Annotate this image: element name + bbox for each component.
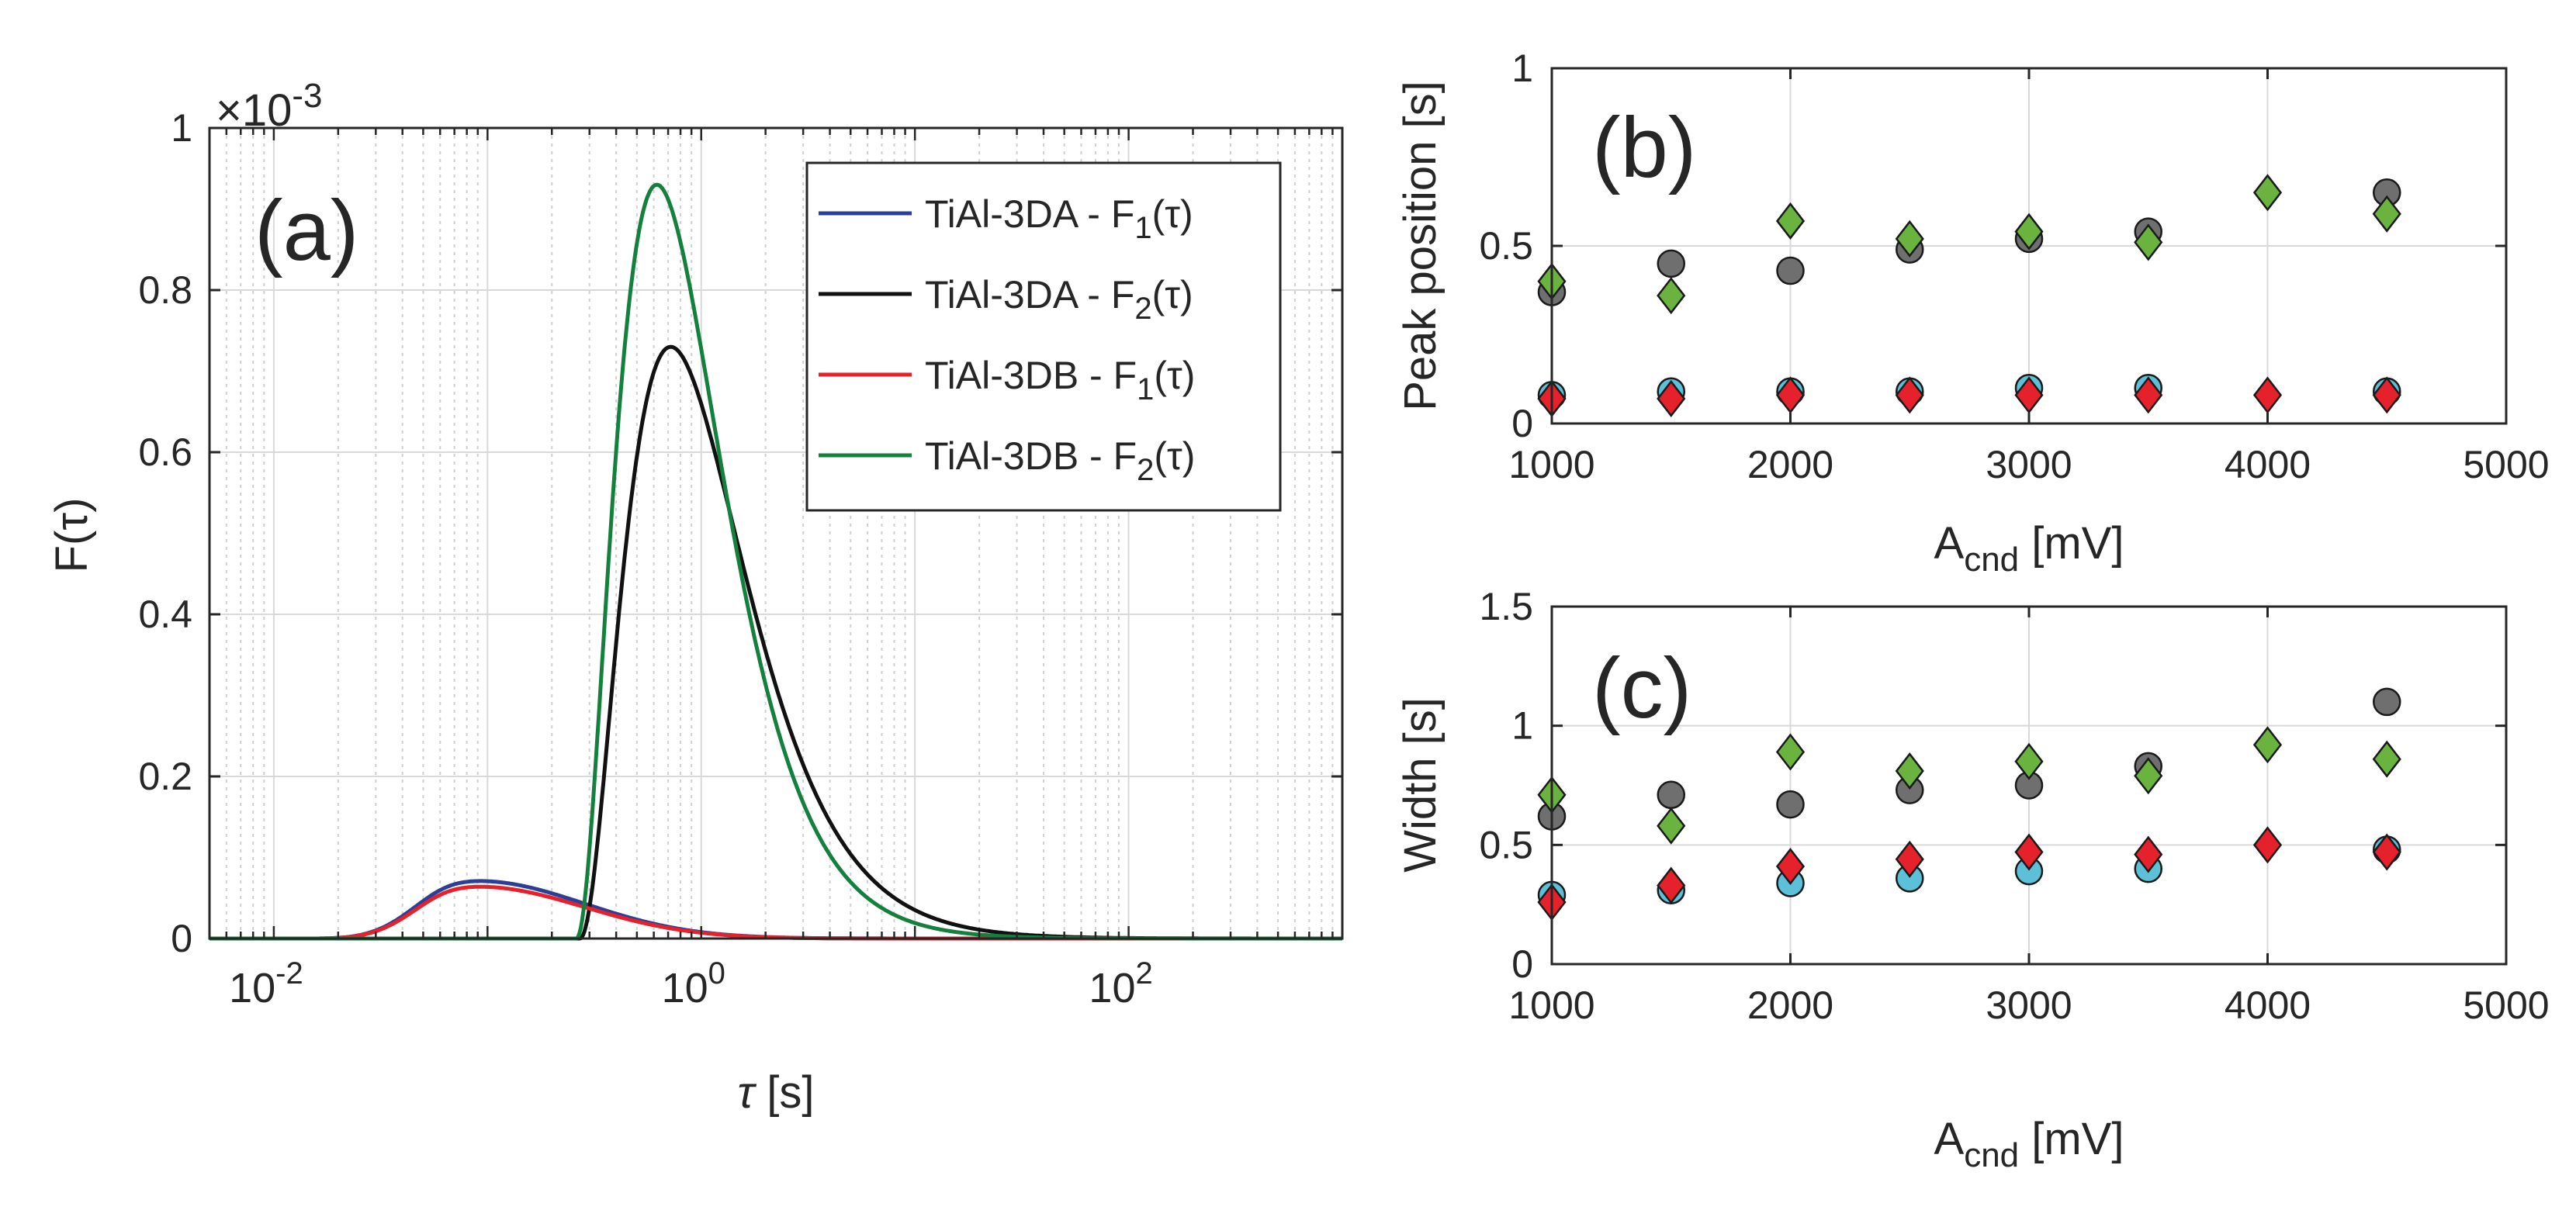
data-point-diamond [1657, 277, 1686, 315]
data-point-diamond [1775, 376, 1806, 414]
x-tick-label: 2000 [1747, 984, 1833, 1027]
data-point-diamond [2014, 213, 2044, 251]
data-point-circle [1657, 780, 1685, 810]
legend-entry: TiAl-3DA - F2(τ) [925, 273, 1193, 326]
data-point-circle [1776, 790, 1805, 819]
panel-b-chart: 1000 2000 3000 4000 5000 0 0.5 1 (b) Peak posit… [1395, 47, 2550, 579]
x-tick-label: 10-2 [229, 956, 303, 1011]
data-point-diamond [1657, 807, 1686, 845]
data-point-diamond [2014, 376, 2044, 414]
panel-c-chart: 1000 2000 3000 4000 5000 0 0.5 1 1.5 (c) Width [… [1395, 585, 2550, 1174]
x-tick-label: 4000 [2225, 443, 2311, 486]
panel-a-exponent: ×10-3 [216, 77, 323, 136]
data-point-diamond [2134, 835, 2163, 873]
data-point-diamond [2372, 195, 2401, 233]
data-point-diamond [1895, 220, 1924, 258]
y-tick-label: 1 [1511, 704, 1533, 748]
data-point-diamond [2134, 223, 2163, 261]
x-tick-label: 5000 [2463, 984, 2549, 1027]
x-tick-label: 5000 [2463, 443, 2549, 486]
legend-entry: TiAl-3DA - F1(τ) [925, 192, 1193, 245]
panel-c-xlabel: Acnd [mV] [1934, 1114, 2124, 1174]
panel-a-legend: TiAl-3DA - F1(τ) TiAl-3DA - F2(τ) TiAl-3DB… [805, 161, 1282, 512]
panel-c-label: (c) [1592, 641, 1691, 736]
data-point-diamond [2252, 174, 2283, 212]
panel-a-ylabel: F(τ) [47, 498, 97, 573]
data-point-diamond [1657, 866, 1686, 904]
y-tick-label: 0.8 [138, 268, 192, 312]
x-tick-label: 1000 [1508, 443, 1594, 486]
y-tick-label: 0 [171, 917, 192, 960]
data-point-circle [2373, 687, 2401, 717]
panel-a-xlabel: τ [s] [738, 1067, 815, 1118]
data-point-diamond [1895, 376, 1924, 414]
y-tick-label: 0.4 [138, 593, 192, 636]
x-tick-label: 2000 [1747, 443, 1833, 486]
data-point-diamond [2372, 740, 2401, 778]
data-point-diamond [1775, 733, 1806, 771]
y-tick-label: 1 [1511, 47, 1533, 90]
x-tick-label: 4000 [2225, 984, 2311, 1027]
data-point-diamond [2252, 726, 2283, 764]
x-tick-label: 102 [1089, 956, 1152, 1011]
panel-b-xlabel: Acnd [mV] [1934, 518, 2124, 579]
data-point-diamond [1895, 752, 1924, 790]
x-tick-label: 3000 [1986, 984, 2072, 1027]
data-point-diamond [2372, 833, 2401, 871]
panel-c-ylabel: Width [s] [1395, 697, 1446, 873]
y-tick-label: 0.2 [138, 755, 192, 798]
y-tick-label: 0 [1511, 942, 1533, 986]
data-point-diamond [2252, 376, 2283, 414]
data-point-diamond [1895, 840, 1924, 878]
y-tick-label: 0 [1511, 402, 1533, 445]
legend-entry: TiAl-3DB - F1(τ) [925, 354, 1195, 406]
data-point-diamond [2134, 376, 2163, 414]
x-tick-label: 100 [662, 956, 725, 1011]
data-point-diamond [2134, 757, 2163, 795]
legend-box [805, 161, 1282, 512]
y-tick-label: 1.5 [1479, 585, 1533, 628]
data-point-diamond [2372, 376, 2401, 414]
y-tick-label: 0.5 [1479, 823, 1533, 866]
data-point-diamond [2014, 742, 2044, 780]
data-point-diamond [1657, 379, 1686, 417]
panel-b-label: (b) [1592, 100, 1696, 195]
y-tick-label: 0.5 [1479, 224, 1533, 268]
y-tick-label: 1 [171, 106, 192, 150]
panel-a-label: (a) [254, 183, 358, 278]
data-point-diamond [1775, 847, 1806, 886]
data-point-circle [1657, 249, 1685, 278]
panel-b-ylabel: Peak position [s] [1395, 81, 1446, 411]
x-tick-label: 1000 [1508, 984, 1594, 1027]
data-point-diamond [2252, 826, 2283, 864]
data-point-diamond [2014, 833, 2044, 871]
legend-entry: TiAl-3DB - F2(τ) [925, 434, 1195, 487]
panel-a-axes-box [208, 126, 1344, 940]
y-tick-label: 0.6 [138, 430, 192, 474]
data-point-diamond [1775, 202, 1806, 240]
x-tick-label: 3000 [1986, 443, 2072, 486]
data-point-circle [1776, 256, 1805, 285]
